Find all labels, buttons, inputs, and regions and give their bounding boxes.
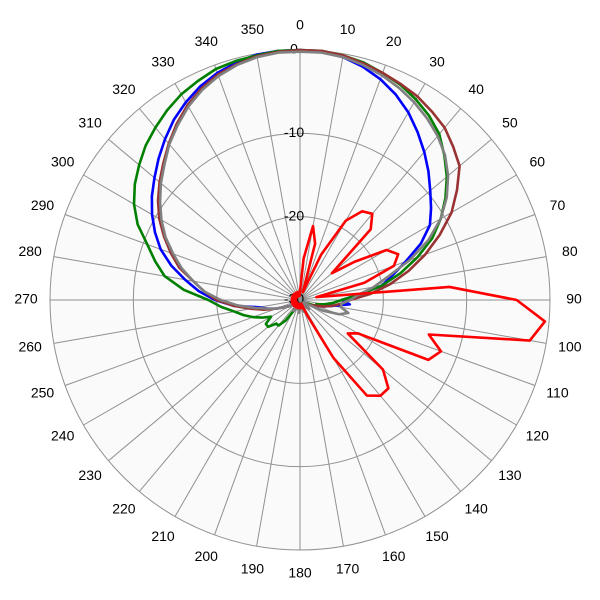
spoke <box>299 256 547 301</box>
spoke <box>299 83 426 301</box>
angle-label: 160 <box>382 548 406 564</box>
spoke <box>83 174 301 301</box>
spoke <box>256 53 301 301</box>
spoke <box>299 64 386 301</box>
angle-label: 200 <box>195 548 219 564</box>
spoke <box>138 299 301 492</box>
angle-label: 340 <box>195 33 219 49</box>
spoke <box>299 174 517 301</box>
spoke <box>174 83 301 301</box>
angle-label: 0 <box>296 17 304 33</box>
angle-label: 110 <box>546 384 569 400</box>
spoke <box>214 299 301 536</box>
angle-label: 140 <box>464 501 488 517</box>
angle-label: 260 <box>18 338 42 354</box>
angle-label: 330 <box>151 53 175 69</box>
angle-label: 50 <box>502 115 518 131</box>
spoke <box>299 299 344 547</box>
angle-label: 30 <box>429 53 445 69</box>
angle-label: 70 <box>550 197 566 213</box>
r-tick-label: -20 <box>284 207 304 223</box>
angle-label: 80 <box>562 243 578 259</box>
angle-label: 180 <box>288 565 312 581</box>
angle-label: 40 <box>468 81 484 97</box>
angle-label: 130 <box>498 467 522 483</box>
angle-label: 250 <box>31 384 55 400</box>
angle-label: 190 <box>241 561 265 577</box>
angle-label: 120 <box>526 428 550 444</box>
angle-label: 170 <box>336 561 360 577</box>
angle-label: 240 <box>51 428 75 444</box>
angle-label: 100 <box>558 338 582 354</box>
angle-label: 90 <box>566 291 582 307</box>
spoke <box>64 214 301 301</box>
spoke <box>214 64 301 301</box>
angle-label: 230 <box>78 467 102 483</box>
angle-label: 320 <box>112 81 136 97</box>
angle-label: 310 <box>78 115 102 131</box>
angle-label: 350 <box>241 21 265 37</box>
spoke <box>83 299 301 426</box>
spoke <box>53 256 301 301</box>
angle-label: 60 <box>530 154 546 170</box>
spoke <box>299 299 386 536</box>
r-tick-label: -10 <box>284 124 304 140</box>
angle-label: 150 <box>425 528 449 544</box>
angle-label: 210 <box>151 528 175 544</box>
spoke <box>138 108 301 301</box>
angle-label: 20 <box>386 33 402 49</box>
spoke <box>108 138 301 301</box>
angle-label: 280 <box>18 243 42 259</box>
series-line <box>290 209 547 398</box>
spoke <box>174 299 301 517</box>
spoke <box>64 299 301 386</box>
spoke <box>299 108 462 301</box>
angle-label: 270 <box>14 291 38 307</box>
angle-label: 300 <box>51 154 75 170</box>
spoke <box>299 53 344 301</box>
spoke <box>299 299 492 462</box>
angle-label: 220 <box>112 501 136 517</box>
spoke <box>256 299 301 547</box>
angle-label: 10 <box>340 21 356 37</box>
r-tick-label: 0 <box>290 41 298 57</box>
spoke <box>299 299 517 426</box>
angle-label: 290 <box>31 197 55 213</box>
